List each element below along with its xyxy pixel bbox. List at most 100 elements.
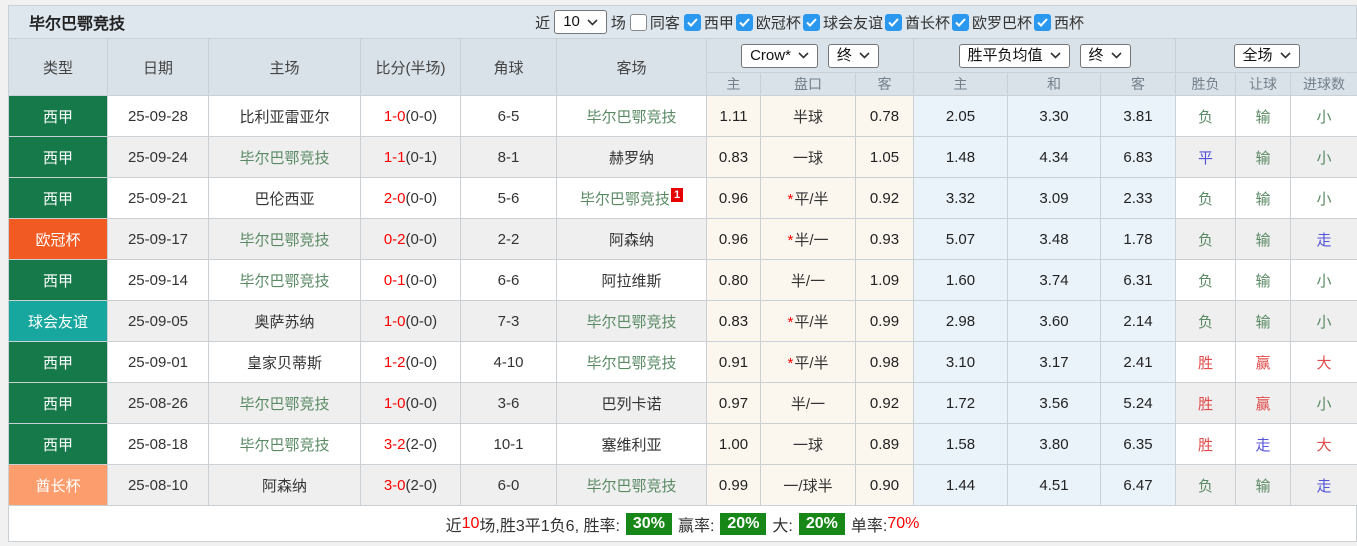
away-team: 毕尔巴鄂竞技 [556, 464, 707, 506]
summary-highlight: 10 [461, 514, 480, 532]
mean-home: 2.05 [913, 95, 1009, 137]
result-handicap: 赢 [1235, 382, 1292, 424]
away-team: 巴列卡诺 [556, 382, 707, 424]
recent-count-select[interactable]: 10 [554, 10, 607, 34]
home-team: 巴伦西亚 [208, 177, 361, 219]
mean-away: 2.41 [1100, 341, 1177, 383]
home-team: 毕尔巴鄂竞技 [208, 218, 361, 260]
competition-filter-label: 欧罗巴杯 [971, 14, 1032, 32]
result-handicap: 输 [1235, 259, 1292, 301]
mean-away: 1.78 [1100, 218, 1177, 260]
scope-select[interactable]: 全场 [1233, 43, 1300, 68]
competition-filter-label: 西甲 [703, 14, 734, 32]
result-goals: 大 [1290, 341, 1357, 383]
odds-away: 0.92 [854, 382, 915, 424]
mean-draw: 3.74 [1007, 259, 1102, 301]
mean-home: 3.32 [913, 177, 1009, 219]
match-type-badge: 西甲 [8, 423, 108, 465]
match-type-badge: 西甲 [8, 95, 108, 137]
odds-company-select[interactable]: Crow* [741, 43, 818, 68]
recent-label: 近 [535, 14, 551, 32]
score: 1-1(0-1) [360, 136, 461, 178]
corner-score: 8-1 [460, 136, 557, 178]
mean-draw: 3.80 [1007, 423, 1102, 465]
competition-filter[interactable]: 西甲 [683, 12, 734, 33]
mean-type-select[interactable]: 胜平负均值 [958, 43, 1070, 68]
check-icon [687, 17, 698, 27]
mean-home: 2.98 [913, 300, 1009, 342]
away-team: 毕尔巴鄂竞技 [556, 95, 707, 137]
odds-home: 0.97 [706, 382, 761, 424]
competition-filter-label: 欧冠杯 [755, 14, 801, 32]
competition-filter-label: 西杯 [1053, 14, 1084, 32]
summary-rate-badge: 20% [720, 512, 767, 535]
away-team: 赫罗纳 [556, 136, 707, 178]
odds-home: 0.96 [706, 177, 761, 219]
score: 2-0(0-0) [360, 177, 461, 219]
scope-group-header: 全场 [1175, 38, 1357, 73]
odds-home: 1.00 [706, 423, 761, 465]
checkbox-icon[interactable] [1033, 13, 1051, 31]
star-icon: * [787, 313, 794, 331]
result-goals: 小 [1290, 300, 1357, 342]
away-team: 毕尔巴鄂竞技 [556, 341, 707, 383]
chevron-down-icon [798, 52, 809, 59]
match-type-badge: 西甲 [8, 177, 108, 219]
checkbox-icon[interactable] [884, 13, 902, 31]
sub-header-mean-draw: 和 [1007, 72, 1102, 96]
competition-filter-label: 球会友谊 [822, 14, 883, 32]
result-handicap: 输 [1235, 136, 1292, 178]
mean-away: 3.81 [1100, 95, 1177, 137]
score: 1-2(0-0) [360, 341, 461, 383]
match-type-badge: 西甲 [8, 341, 108, 383]
mean-time-select[interactable]: 终 [1079, 43, 1131, 68]
odds-home: 1.11 [706, 95, 761, 137]
same-venue-filter[interactable]: 同客 [629, 12, 680, 33]
odds-time-select[interactable]: 终 [827, 43, 879, 68]
competition-filter[interactable]: 欧冠杯 [735, 12, 801, 33]
check-icon [1037, 17, 1048, 27]
result-win-lose: 负 [1175, 259, 1237, 301]
mean-home: 1.60 [913, 259, 1009, 301]
checkbox-icon[interactable] [735, 13, 753, 31]
sub-header-goals-result: 进球数 [1290, 72, 1357, 96]
match-type-badge: 西甲 [8, 259, 108, 301]
summary-text: 近 [445, 517, 462, 535]
mean-away: 2.14 [1100, 300, 1177, 342]
chevron-down-icon [587, 18, 598, 26]
summary-text: 场,胜3平1负6, 胜率: [479, 517, 620, 535]
competition-filter[interactable]: 西杯 [1033, 12, 1084, 33]
mean-group-header: 胜平负均值 终 [913, 38, 1177, 73]
result-handicap: 走 [1235, 423, 1292, 465]
result-goals: 小 [1290, 177, 1357, 219]
odds-group-header: Crow* 终 [705, 38, 915, 73]
table-row: 西甲 25-09-21 巴伦西亚 2-0(0-0) 5-6 毕尔巴鄂竞技 1 0.96 *平/半… [8, 177, 1357, 219]
odds-away: 1.09 [854, 259, 915, 301]
sub-header-mean-home: 主 [913, 72, 1009, 96]
checkbox-icon[interactable] [802, 13, 820, 31]
home-team: 阿森纳 [208, 464, 361, 506]
odds-away: 0.89 [854, 423, 915, 465]
score: 3-0(2-0) [360, 464, 461, 506]
checkbox-icon[interactable] [683, 13, 701, 31]
competition-filter[interactable]: 欧罗巴杯 [951, 12, 1032, 33]
competition-filter[interactable]: 球会友谊 [802, 12, 883, 33]
odds-away: 0.98 [854, 341, 915, 383]
sub-header-result: 胜负 [1175, 72, 1237, 96]
score: 0-1(0-0) [360, 259, 461, 301]
mean-draw: 3.09 [1007, 177, 1102, 219]
col-header-away: 客场 [556, 38, 707, 96]
competition-filter-label: 酋长杯 [904, 14, 950, 32]
result-goals: 小 [1290, 95, 1357, 137]
summary-text: 单率: [850, 517, 888, 535]
sub-header-odds-away: 客 [854, 72, 915, 96]
corner-score: 3-6 [460, 382, 557, 424]
star-icon: * [787, 190, 794, 208]
result-goals: 大 [1290, 423, 1357, 465]
summary-text: 赢率: [677, 517, 715, 535]
odds-away: 0.90 [854, 464, 915, 506]
checkbox-icon[interactable] [951, 13, 969, 31]
competition-filter[interactable]: 酋长杯 [884, 12, 950, 33]
checkbox-icon[interactable] [629, 13, 647, 31]
summary-highlight: 70% [887, 514, 920, 532]
